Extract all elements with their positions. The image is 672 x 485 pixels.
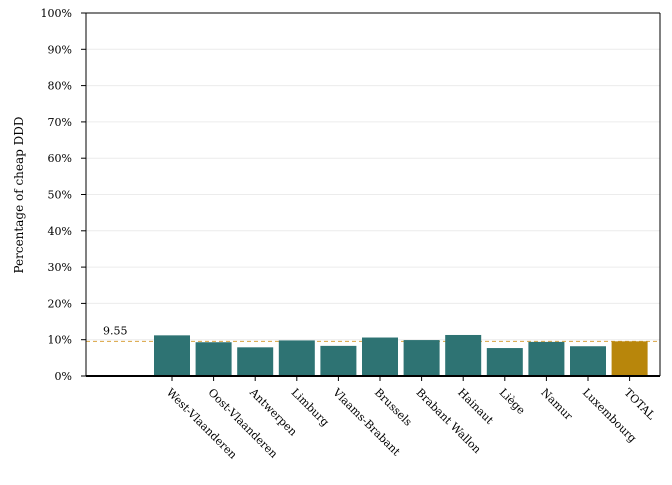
grid-layer [86, 48, 660, 341]
y-tick-label: 90% [48, 43, 72, 56]
x-tick-label: Hainaut [455, 386, 496, 427]
bar-total [611, 341, 648, 376]
bar [237, 347, 274, 376]
x-tick-label: Limburg [289, 386, 332, 429]
x-tick-label: West-Vlaanderen [164, 386, 240, 462]
bar [445, 334, 482, 376]
axis-layer: 0% 10% 20% 30% 40% 50% 60% 70% 80% 90% 100% West-Vl… [41, 7, 661, 462]
x-tick-label: Namur [538, 386, 575, 423]
y-tick-label: 100% [41, 7, 72, 20]
x-tick-label: Brussels [372, 386, 415, 429]
x-tick-label: Liège [497, 386, 528, 417]
bar [362, 337, 398, 376]
y-tick-label: 0% [55, 370, 72, 383]
y-tick-label: 50% [48, 189, 72, 202]
bar [403, 340, 440, 376]
y-tick-label: 80% [48, 80, 72, 93]
y-axis-title: Percentage of cheap DDD [12, 116, 26, 273]
bar [528, 341, 565, 376]
y-tick-label: 20% [48, 297, 72, 310]
bar-layer [154, 334, 648, 376]
bar [154, 335, 190, 376]
y-tick-label: 30% [48, 261, 72, 274]
y-tick-label: 10% [48, 334, 72, 347]
reference-label: 9.55 [103, 324, 128, 337]
y-tick-label: 60% [48, 152, 72, 165]
x-tick-label: TOTAL [621, 386, 658, 423]
y-tick-label: 40% [48, 225, 72, 238]
bar [278, 340, 315, 376]
bar [195, 342, 232, 376]
x-tick-label: Oost-Vlaanderen [205, 386, 280, 461]
y-tick-label: 70% [48, 116, 72, 129]
bar [320, 345, 357, 376]
bar [486, 348, 523, 376]
bar [570, 346, 606, 376]
